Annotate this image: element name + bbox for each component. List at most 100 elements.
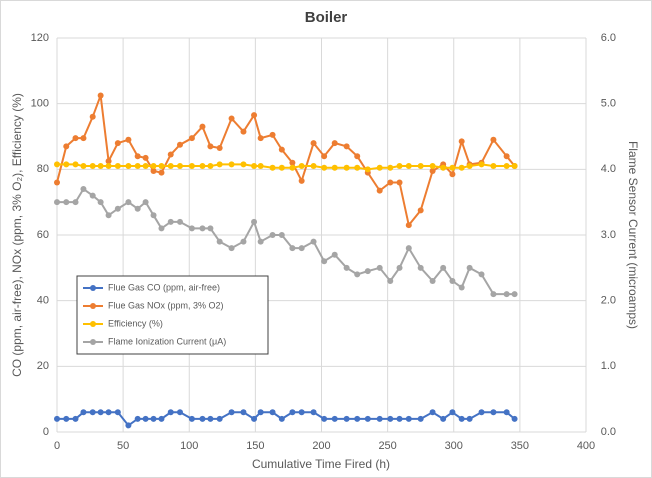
data-point	[257, 238, 264, 245]
data-point	[343, 143, 350, 150]
data-point	[251, 112, 258, 119]
data-point	[176, 218, 183, 225]
data-point	[278, 232, 285, 238]
data-point	[158, 415, 165, 422]
data-point	[80, 186, 87, 193]
data-point	[331, 164, 338, 171]
data-point	[114, 140, 121, 147]
data-point	[216, 144, 223, 151]
data-point	[289, 245, 296, 252]
data-point	[354, 153, 361, 160]
data-point	[298, 245, 305, 252]
data-point	[321, 153, 328, 160]
data-point	[97, 199, 104, 206]
data-point	[387, 277, 394, 284]
legend-marker	[90, 303, 96, 309]
legend-label: Flue Gas NOx (ppm, 3% O2)	[108, 300, 224, 310]
data-point	[199, 123, 206, 130]
data-point	[511, 415, 518, 422]
y2-tick-label: 2.0	[601, 295, 616, 307]
data-point	[269, 409, 276, 416]
data-point	[158, 163, 165, 170]
data-point	[490, 291, 497, 298]
data-point	[364, 415, 371, 422]
data-point	[199, 163, 206, 170]
data-point	[105, 212, 112, 219]
data-point	[142, 415, 149, 422]
data-point	[167, 409, 174, 416]
data-point	[321, 258, 328, 265]
data-point	[150, 415, 157, 422]
data-point	[176, 409, 183, 416]
data-point	[458, 164, 465, 171]
data-point	[289, 409, 296, 416]
data-point	[310, 140, 317, 147]
data-point	[188, 415, 195, 422]
data-point	[176, 141, 183, 148]
data-point	[150, 167, 157, 174]
x-tick-label: 250	[378, 440, 396, 452]
data-point	[503, 163, 510, 170]
data-point	[257, 163, 264, 170]
data-point	[240, 128, 247, 135]
data-point	[343, 164, 350, 171]
data-point	[97, 163, 104, 170]
chart-title: Boiler	[305, 9, 348, 26]
data-point	[257, 409, 264, 416]
data-point	[278, 415, 285, 422]
data-point	[63, 199, 70, 206]
data-point	[199, 225, 206, 232]
data-point	[396, 415, 403, 422]
data-point	[142, 199, 149, 206]
y2-tick-label: 4.0	[601, 163, 616, 175]
data-point	[396, 163, 403, 170]
data-point	[207, 163, 214, 170]
data-point	[429, 167, 436, 174]
data-point	[142, 154, 149, 161]
data-point	[125, 199, 132, 206]
data-point	[429, 163, 436, 170]
x-tick-label: 0	[54, 440, 60, 452]
data-point	[105, 163, 112, 170]
data-point	[207, 143, 214, 150]
data-point	[310, 163, 317, 170]
data-point	[466, 415, 473, 422]
data-point	[167, 151, 174, 158]
y-axis-label: CO (ppm, air-free), NOx (ppm, 3% O₂), Ef…	[10, 93, 24, 377]
data-point	[458, 138, 465, 145]
data-point	[511, 163, 518, 170]
data-point	[298, 409, 305, 416]
data-point	[405, 415, 412, 422]
data-point	[490, 163, 497, 170]
legend-marker	[90, 321, 96, 327]
data-point	[396, 179, 403, 186]
data-point	[364, 166, 371, 173]
data-point	[251, 163, 258, 170]
data-point	[240, 409, 247, 416]
data-point	[478, 271, 485, 278]
y-tick-label: 40	[37, 295, 49, 307]
x-tick-label: 50	[117, 440, 129, 452]
data-point	[503, 291, 510, 298]
data-point	[257, 135, 264, 142]
data-point	[503, 409, 510, 416]
data-point	[89, 409, 96, 416]
data-point	[199, 415, 206, 422]
data-point	[387, 415, 394, 422]
data-point	[343, 264, 350, 271]
data-point	[216, 415, 223, 422]
data-point	[207, 415, 214, 422]
data-point	[54, 415, 60, 422]
data-point	[89, 113, 96, 120]
data-point	[80, 409, 87, 416]
data-point	[207, 225, 214, 232]
y-tick-label: 60	[37, 229, 49, 241]
data-point	[54, 179, 60, 186]
data-point	[278, 146, 285, 153]
data-point	[387, 164, 394, 171]
data-point	[251, 218, 258, 225]
data-point	[97, 409, 104, 416]
data-point	[417, 264, 424, 271]
